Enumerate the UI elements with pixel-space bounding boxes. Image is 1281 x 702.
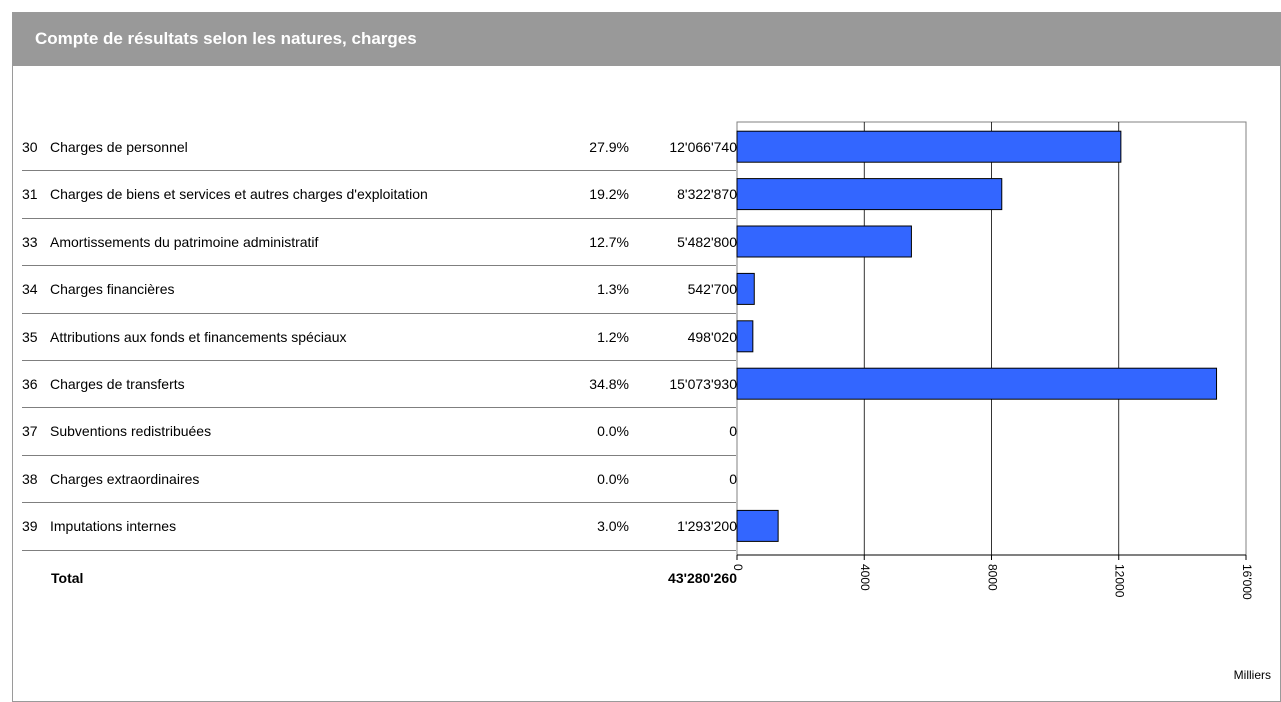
bar-30 (736, 130, 1122, 163)
row-label: Subventions redistribuées (50, 423, 212, 440)
bar-34 (736, 272, 755, 305)
row-code: 34 (22, 281, 38, 298)
row-code: 36 (22, 376, 38, 392)
row-amount: 12'066'740 (669, 139, 737, 155)
row-amount: 1'293'200 (677, 518, 737, 535)
row-code: 38 (22, 470, 38, 487)
row-code: 31 (22, 186, 38, 203)
bar-39 (736, 509, 779, 542)
row-code: 39 (22, 518, 38, 535)
row-label: Attributions aux fonds et financements s… (50, 328, 347, 345)
panel-header: Compte de résultats selon les natures, c… (13, 13, 1280, 66)
row-label: Amortissements du patrimoine administrat… (50, 233, 319, 250)
row-percent: 34.8% (589, 376, 629, 392)
row-percent: 1.3% (597, 281, 629, 298)
row-divider (22, 407, 736, 409)
row-divider (22, 360, 736, 361)
bar-35 (736, 320, 754, 353)
row-amount: 5'482'800 (677, 233, 737, 250)
chart-unit-label: Milliers (1233, 668, 1271, 682)
row-amount: 542'700 (687, 281, 737, 298)
x-tick-label: 16'000 (1240, 564, 1254, 600)
row-divider (22, 549, 736, 551)
row-divider (22, 312, 736, 314)
total-amount: 43'280'260 (668, 570, 737, 586)
row-percent: 0.0% (597, 423, 629, 440)
bar-33 (736, 225, 912, 258)
row-amount: 15'073'930 (669, 376, 737, 392)
row-label: Charges de transferts (50, 376, 185, 392)
row-percent: 1.2% (597, 328, 629, 345)
panel-title: Compte de résultats selon les natures, c… (35, 29, 417, 48)
total-label: Total (51, 570, 84, 586)
row-amount: 0 (729, 423, 737, 440)
x-tick-label: 12000 (1113, 564, 1127, 598)
row-divider (22, 502, 736, 504)
row-divider (22, 454, 736, 456)
x-tick-label: 4000 (858, 564, 872, 591)
row-percent: 27.9% (589, 139, 629, 155)
row-code: 37 (22, 423, 38, 440)
row-code: 30 (22, 139, 38, 155)
row-label: Charges financières (50, 281, 175, 298)
row-divider (22, 217, 736, 219)
row-code: 33 (22, 233, 38, 250)
bar-31 (736, 178, 1003, 211)
x-tick-label: 0 (731, 564, 745, 571)
row-label: Imputations internes (50, 518, 177, 535)
row-percent: 0.0% (597, 470, 629, 487)
row-amount: 498'020 (687, 328, 737, 345)
row-percent: 3.0% (597, 518, 629, 535)
x-tick-label: 8000 (985, 564, 999, 591)
row-divider (22, 170, 736, 172)
row-percent: 19.2% (589, 186, 629, 203)
row-divider (22, 265, 736, 267)
report-panel: Compte de résultats selon les natures, c… (12, 12, 1281, 702)
row-label: Charges de biens et services et autres c… (50, 186, 428, 203)
row-amount: 8'322'870 (677, 186, 737, 203)
row-label: Charges de personnel (50, 139, 188, 155)
row-percent: 12.7% (589, 233, 629, 250)
row-code: 35 (22, 328, 38, 345)
bar-36 (736, 367, 1218, 400)
row-amount: 0 (729, 470, 737, 487)
row-label: Charges extraordinaires (50, 470, 200, 487)
